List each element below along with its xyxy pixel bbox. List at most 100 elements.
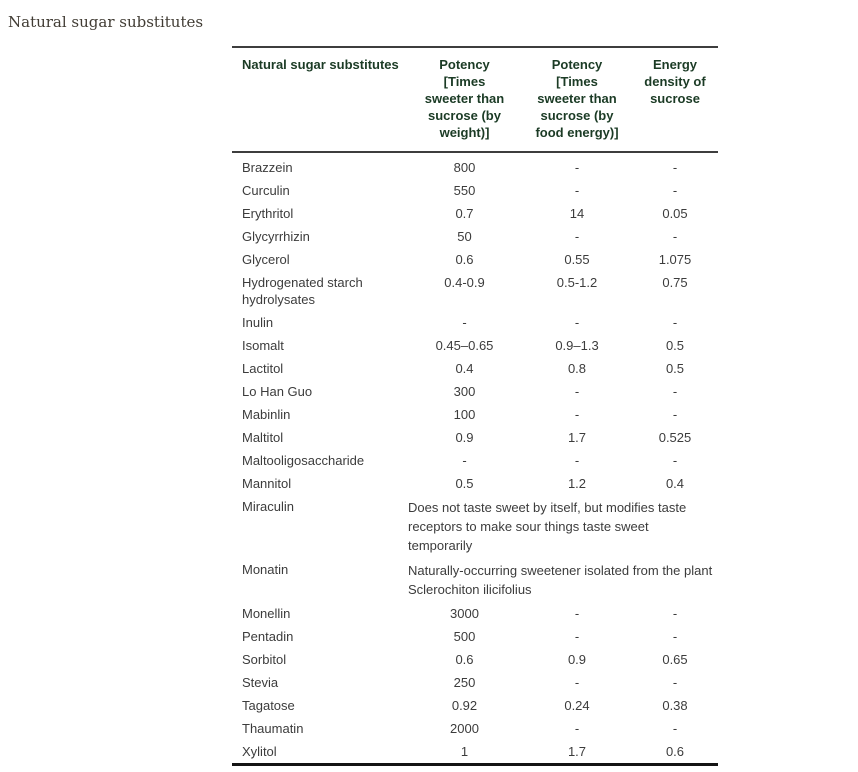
column-header-potency-food-energy: Potency [Times sweeter than sucrose (by … (522, 47, 632, 153)
substitute-name: Xylitol (242, 744, 277, 759)
substitute-value: 0.5-1.2 (556, 275, 598, 290)
substitute-name: Erythritol (242, 206, 294, 221)
table-row: Mabinlin 100 - - (232, 403, 718, 426)
substitute-value: 800 (453, 160, 476, 175)
substitute-value: 0.4 (455, 361, 474, 376)
substitute-value: - (672, 629, 678, 644)
substitute-value: 3000 (450, 606, 479, 621)
substitute-value: 50 (457, 229, 472, 244)
substitute-name: Mannitol (242, 476, 292, 491)
substitute-value: 0.525 (658, 430, 692, 445)
header-row: Natural sugar substitutes Potency [Times… (232, 47, 718, 153)
table-header: Natural sugar substitutes Potency [Times… (232, 47, 718, 153)
substitute-value: - (672, 453, 678, 468)
substitute-note: Does not taste sweet by itself, but modi… (408, 500, 687, 553)
substitute-value: 0.6 (455, 652, 474, 667)
substitute-value: - (672, 606, 678, 621)
substitute-value: 0.8 (567, 361, 587, 376)
table-row: Sorbitol 0.6 0.9 0.65 (232, 648, 718, 671)
substitute-value: 1.7 (567, 744, 587, 759)
table-row: Glycerol 0.6 0.55 1.075 (232, 248, 718, 271)
page-title: Natural sugar substitutes (8, 13, 204, 31)
table-row: Maltitol 0.9 1.7 0.525 (232, 426, 718, 449)
substitute-value: - (462, 453, 467, 468)
substitute-value: - (672, 675, 678, 690)
substitute-name: Curculin (242, 183, 290, 198)
column-header-name: Natural sugar substitutes (232, 47, 407, 153)
substitute-value: 0.75 (662, 275, 688, 290)
substitute-value: 0.55 (564, 252, 590, 267)
substitute-value: 500 (453, 629, 476, 644)
substitute-value: - (574, 721, 580, 736)
table-row: Isomalt 0.45–0.65 0.9–1.3 0.5 (232, 334, 718, 357)
substitute-value: - (574, 606, 580, 621)
substitute-value: - (574, 675, 580, 690)
sugar-substitutes-table: Natural sugar substitutes Potency [Times… (232, 46, 718, 766)
table-row: Thaumatin 2000 - - (232, 717, 718, 740)
table-row: Pentadin 500 - - (232, 625, 718, 648)
table-row: Lactitol 0.4 0.8 0.5 (232, 357, 718, 380)
table-row: Xylitol 1 1.7 0.6 (232, 740, 718, 765)
substitute-name: Brazzein (242, 160, 293, 175)
substitute-value: 0.4-0.9 (444, 275, 485, 290)
substitute-value: - (574, 229, 580, 244)
table-row: Hydrogenated starch hydrolysates 0.4-0.9 0… (232, 271, 718, 311)
table-row: Stevia 250 - - (232, 671, 718, 694)
substitute-value: 250 (453, 675, 476, 690)
substitute-value: - (672, 183, 678, 198)
substitute-value: 0.5 (665, 361, 685, 376)
substitute-value: 0.9 (567, 652, 587, 667)
substitute-value: - (574, 315, 580, 330)
substitute-value: 1.2 (567, 476, 587, 491)
table-row: Brazzein 800 - - (232, 152, 718, 179)
substitute-name: Monatin (242, 562, 289, 577)
table-row: Lo Han Guo 300 - - (232, 380, 718, 403)
substitute-value: 0.4 (665, 476, 685, 491)
substitute-value: - (672, 315, 678, 330)
substitute-value: 0.24 (564, 698, 590, 713)
table-row: Curculin 550 - - (232, 179, 718, 202)
substitute-value: 0.7 (455, 206, 474, 221)
substitute-note: Naturally-occurring sweetener isolated f… (408, 563, 713, 597)
substitute-name: Maltitol (242, 430, 284, 445)
substitute-value: - (672, 160, 678, 175)
substitute-value: 1 (460, 744, 469, 759)
substitute-value: 0.05 (662, 206, 688, 221)
substitute-value: 0.38 (662, 698, 688, 713)
substitute-value: - (574, 160, 580, 175)
table-row: Monatin Naturally-occurring sweetener iso… (232, 558, 718, 602)
substitute-value: 0.9 (455, 430, 474, 445)
substitute-value: - (672, 721, 678, 736)
substitute-value: 1.7 (567, 430, 587, 445)
substitute-value: 100 (453, 407, 476, 422)
substitute-name: Monellin (242, 606, 291, 621)
substitute-value: - (672, 229, 678, 244)
table-row: Miraculin Does not taste sweet by itself,… (232, 495, 718, 558)
substitute-value: - (574, 453, 580, 468)
substitute-name: Isomalt (242, 338, 284, 353)
substitute-value: 0.65 (662, 652, 688, 667)
substitute-name: Thaumatin (242, 721, 304, 736)
table-row: Tagatose 0.92 0.24 0.38 (232, 694, 718, 717)
substitute-value: - (574, 183, 580, 198)
table-row: Inulin - - - (232, 311, 718, 334)
table-row: Maltooligosaccharide - - - (232, 449, 718, 472)
column-header-energy-density: Energy density of sucrose (632, 47, 718, 153)
substitute-value: 0.5 (455, 476, 474, 491)
substitute-value: 1.075 (658, 252, 692, 267)
substitute-value: 550 (453, 183, 476, 198)
substitute-value: - (574, 384, 580, 399)
table-row: Erythritol 0.7 14 0.05 (232, 202, 718, 225)
substitute-name: Hydrogenated starch hydrolysates (242, 275, 363, 307)
table-row: Monellin 3000 - - (232, 602, 718, 625)
substitute-value: 0.5 (665, 338, 685, 353)
substitute-name: Glycyrrhizin (242, 229, 310, 244)
substitute-name: Miraculin (242, 499, 295, 514)
substitute-name: Lactitol (242, 361, 284, 376)
substitute-value: - (574, 407, 580, 422)
substitute-name: Inulin (242, 315, 274, 330)
substitute-name: Tagatose (242, 698, 295, 713)
substitute-value: 0.6 (455, 252, 474, 267)
substitute-name: Sorbitol (242, 652, 287, 667)
